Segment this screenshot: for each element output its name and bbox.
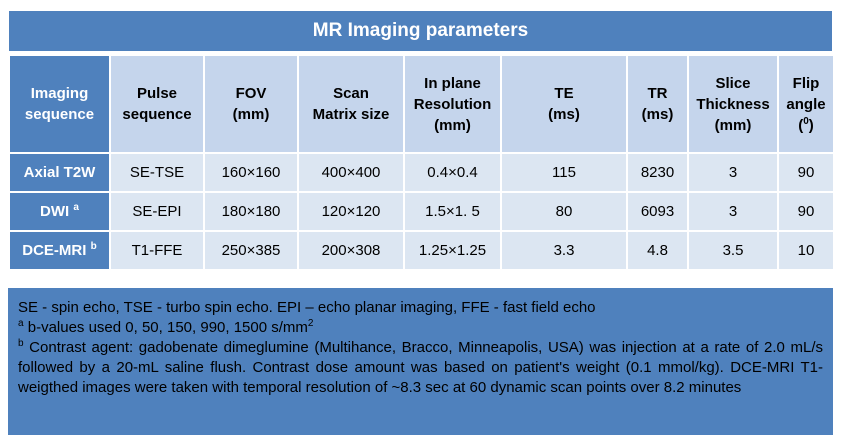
footnote-b: b Contrast agent: gadobenate dimeglumine…: [18, 338, 823, 397]
header-flip-angle: Flip angle (0): [777, 54, 835, 154]
abbreviations-note: SE - spin echo, TSE - turbo spin echo. E…: [18, 299, 596, 316]
cell-slice-thickness: 3.5: [687, 230, 779, 271]
cell-flip-angle: 90: [777, 152, 835, 193]
cell-fov: 180×180: [203, 191, 299, 232]
cell-scan-matrix: 120×120: [297, 191, 405, 232]
table-row: DCE-MRI b T1-FFE 250×385 200×308 1.25×1.…: [8, 230, 835, 271]
cell-pulse-sequence: T1-FFE: [109, 230, 205, 271]
header-tr: TR (ms): [626, 54, 689, 154]
cell-slice-thickness: 3: [687, 191, 779, 232]
table-title: MR Imaging parameters: [8, 10, 833, 52]
table-footnotes: SE - spin echo, TSE - turbo spin echo. E…: [8, 288, 833, 435]
header-fov: FOV (mm): [203, 54, 299, 154]
header-scan-matrix: Scan Matrix size: [297, 54, 405, 154]
parameters-table: Imaging sequence Pulse sequence FOV (mm)…: [8, 54, 835, 271]
header-imaging-sequence: Imaging sequence: [8, 54, 111, 154]
cell-tr: 4.8: [626, 230, 689, 271]
row-label: DCE-MRI b: [8, 230, 111, 271]
cell-flip-angle: 90: [777, 191, 835, 232]
cell-scan-matrix: 200×308: [297, 230, 405, 271]
footnote-a: a b-values used 0, 50, 150, 990, 1500 s/…: [18, 318, 314, 337]
cell-slice-thickness: 3: [687, 152, 779, 193]
cell-resolution: 1.5×1. 5: [403, 191, 502, 232]
mr-parameters-table-figure: MR Imaging parameters Imaging sequence P…: [8, 10, 835, 435]
cell-fov: 250×385: [203, 230, 299, 271]
row-label: Axial T2W: [8, 152, 111, 193]
header-row: Imaging sequence Pulse sequence FOV (mm)…: [8, 54, 835, 154]
header-te: TE (ms): [500, 54, 628, 154]
cell-te: 3.3: [500, 230, 628, 271]
cell-resolution: 1.25×1.25: [403, 230, 502, 271]
cell-flip-angle: 10: [777, 230, 835, 271]
table-row: Axial T2W SE-TSE 160×160 400×400 0.4×0.4…: [8, 152, 835, 193]
cell-resolution: 0.4×0.4: [403, 152, 502, 193]
header-in-plane-resolution: In plane Resolution (mm): [403, 54, 502, 154]
cell-fov: 160×160: [203, 152, 299, 193]
header-slice-thickness: Slice Thickness (mm): [687, 54, 779, 154]
cell-scan-matrix: 400×400: [297, 152, 405, 193]
cell-te: 80: [500, 191, 628, 232]
cell-tr: 6093: [626, 191, 689, 232]
cell-te: 115: [500, 152, 628, 193]
cell-tr: 8230: [626, 152, 689, 193]
header-pulse-sequence: Pulse sequence: [109, 54, 205, 154]
table-row: DWI a SE-EPI 180×180 120×120 1.5×1. 5 80…: [8, 191, 835, 232]
row-label: DWI a: [8, 191, 111, 232]
cell-pulse-sequence: SE-EPI: [109, 191, 205, 232]
cell-pulse-sequence: SE-TSE: [109, 152, 205, 193]
